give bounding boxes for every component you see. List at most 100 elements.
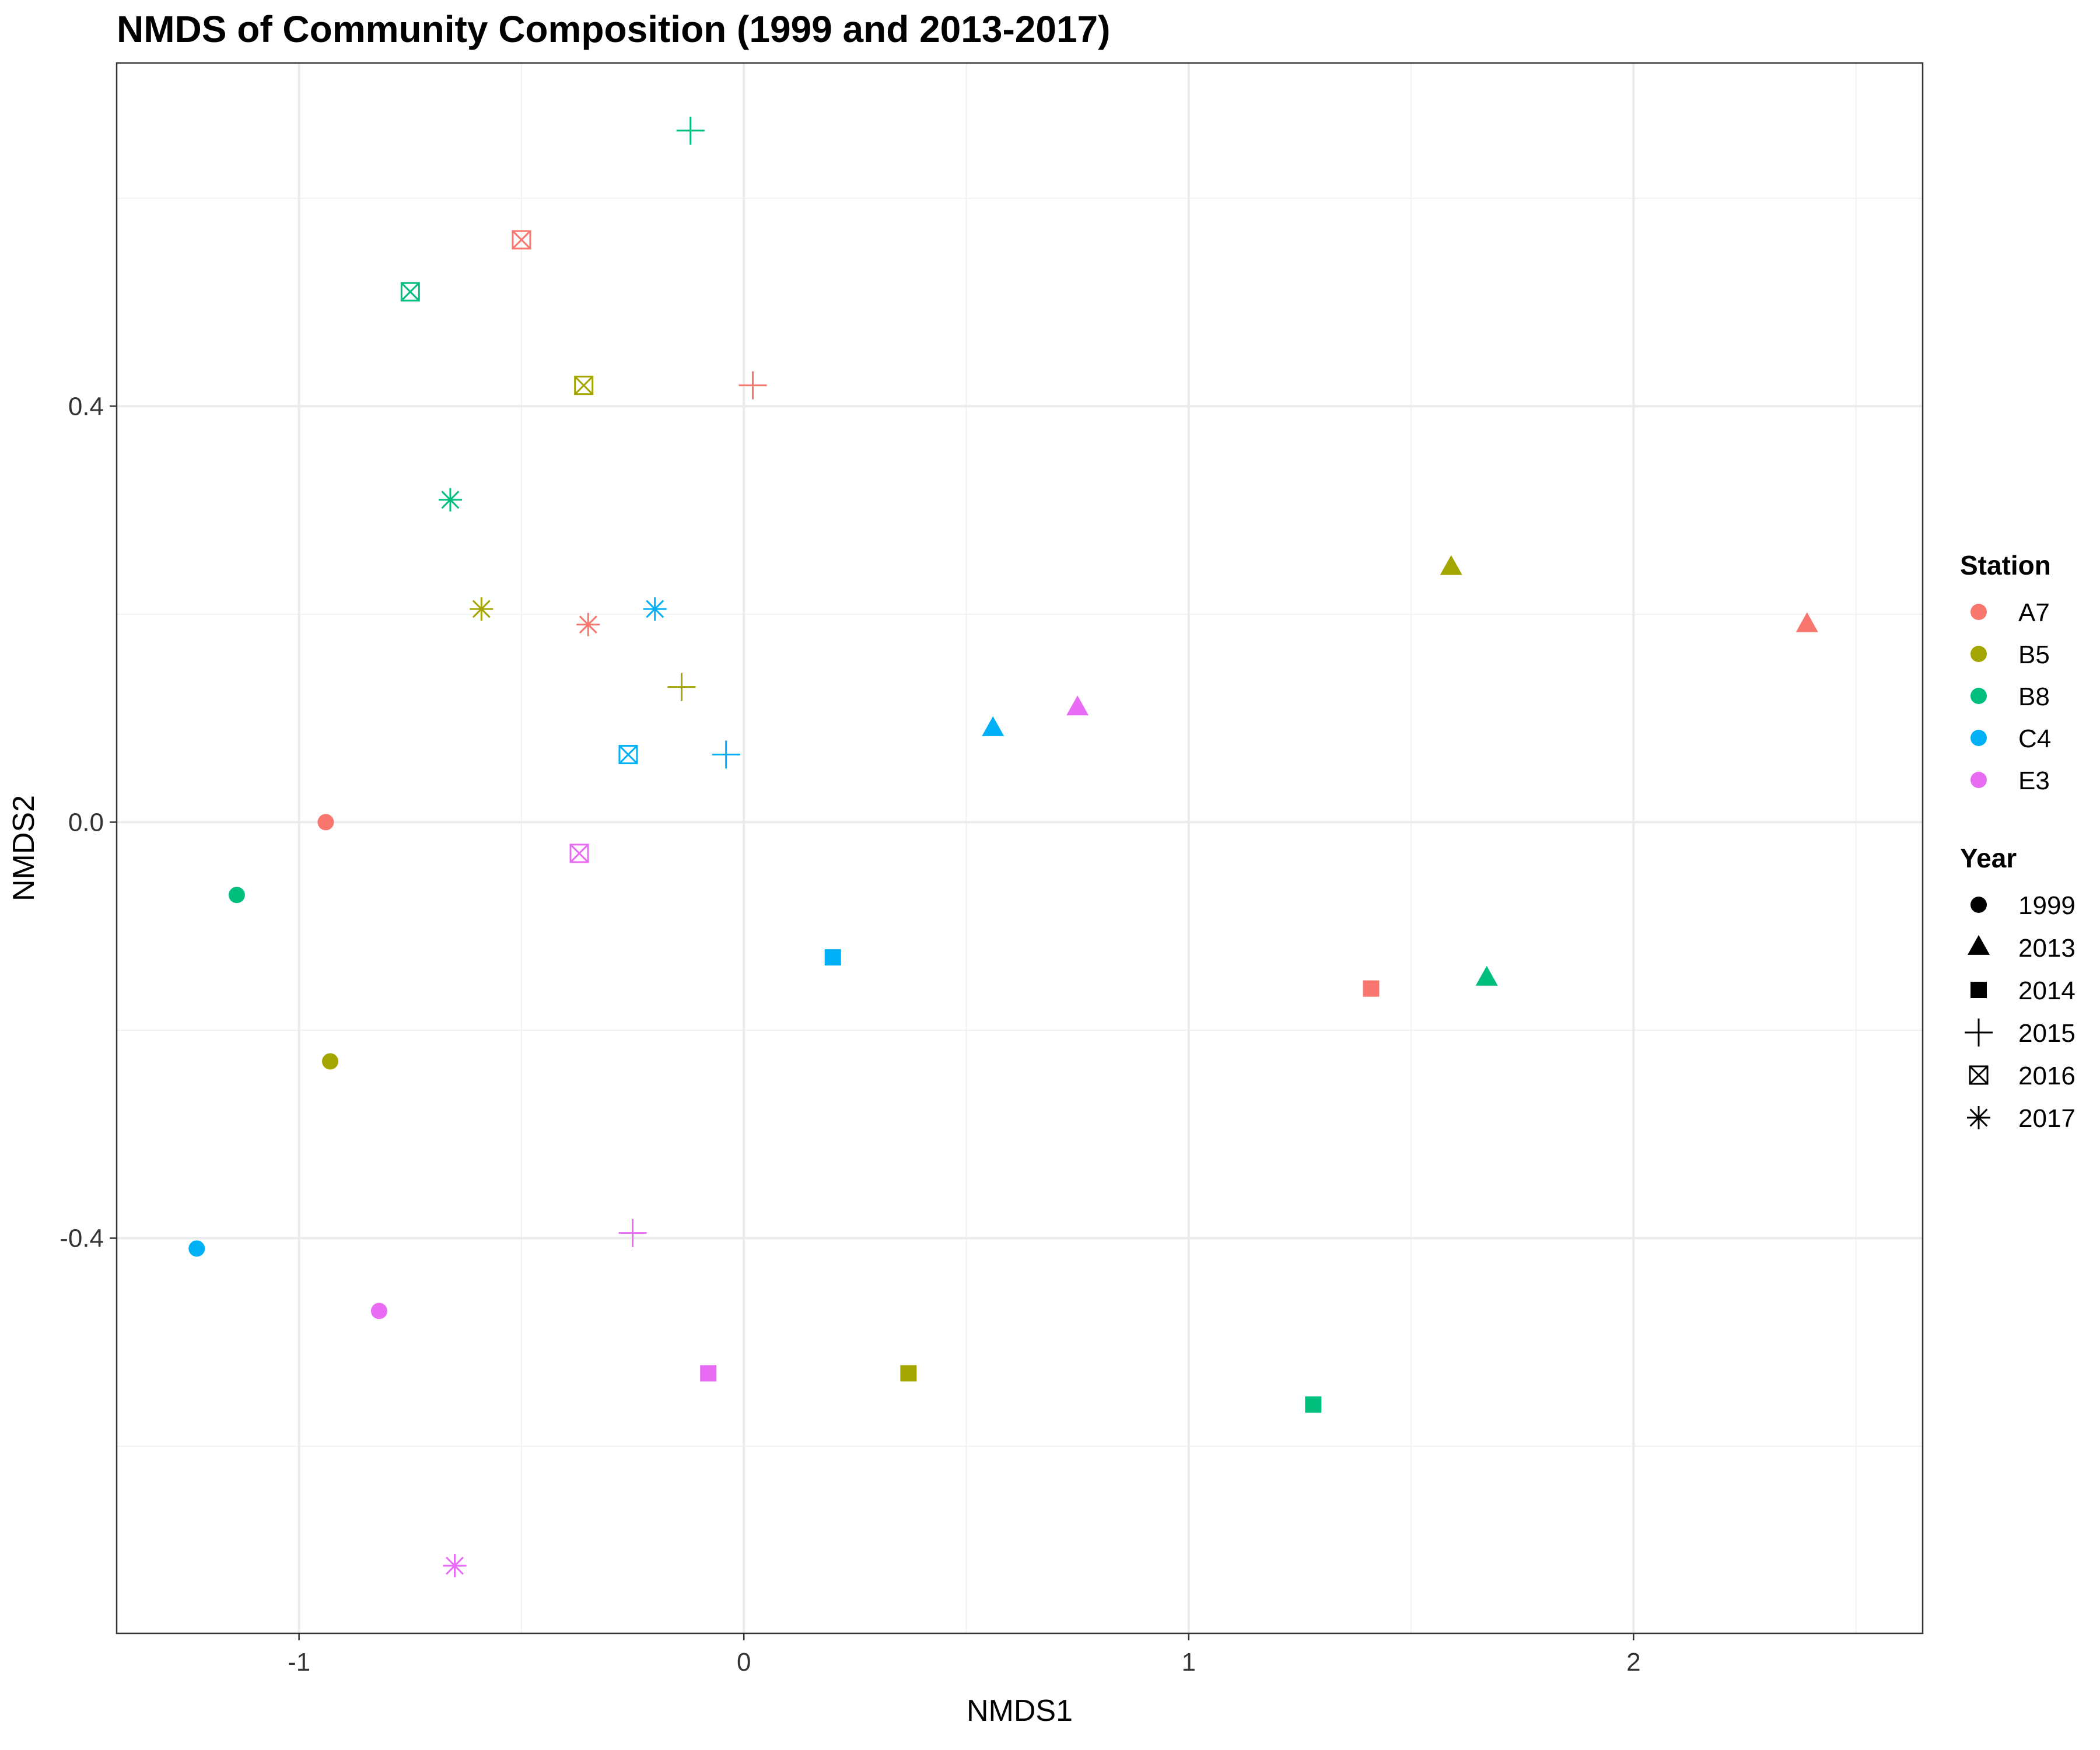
point-a7-2015 [738, 371, 767, 400]
panel-border [116, 62, 1924, 1634]
legend-label-b5: B5 [2018, 640, 2050, 669]
point-e3-2014 [700, 1365, 717, 1382]
marker-box [400, 282, 420, 302]
point-c4-2017 [643, 597, 667, 621]
marker-cross-b [570, 844, 589, 863]
marker-circle [322, 1053, 339, 1070]
legend-key-b5 [1971, 646, 1987, 662]
point-b8-2015 [676, 116, 705, 145]
point-b8-2017 [438, 488, 462, 512]
marker-square [1363, 980, 1380, 997]
marker-box [574, 376, 594, 396]
point-c4-2016 [618, 745, 638, 765]
marker-triangle [1440, 555, 1462, 575]
legend-label-a7: A7 [2018, 598, 2050, 627]
y-tick-label: 0.4 [68, 392, 104, 421]
year-legend-title: Year [1960, 843, 2017, 873]
marker-square [1305, 1396, 1322, 1413]
point-e3-2013 [1066, 695, 1089, 716]
x-tick-label: 0 [737, 1648, 751, 1676]
marker-circle [228, 887, 245, 904]
station-legend-title: Station [1960, 550, 2051, 580]
axis-ticks: -1 0 1 2 -0.4 0.0 0.4 [60, 392, 1640, 1676]
marker-ast-d2 [579, 615, 597, 634]
legend-label-2014: 2014 [2018, 977, 2076, 1005]
legend-label-2016: 2016 [2018, 1062, 2076, 1090]
point-b8-2013 [1475, 965, 1498, 986]
marker-cross-b [574, 376, 593, 395]
x-tick-label: 1 [1182, 1648, 1196, 1676]
marker-circle [1971, 772, 1987, 788]
marker-triangle [982, 716, 1005, 736]
marker-circle [1971, 604, 1987, 620]
marker-ast-d2 [1969, 1108, 1988, 1127]
legend-key-2013 [1968, 935, 1990, 955]
point-e3-2015 [618, 1219, 647, 1247]
point-a7-1999 [317, 814, 334, 831]
marker-square [1971, 982, 1987, 998]
marker-triangle [1066, 695, 1089, 716]
x-axis-title: NMDS1 [967, 1694, 1073, 1728]
marker-triangle [1796, 612, 1818, 632]
marker-square [700, 1365, 717, 1382]
point-b8-1999 [228, 887, 245, 904]
marker-ast-d2 [446, 1556, 464, 1575]
point-a7-2013 [1796, 612, 1818, 632]
legend-label-2017: 2017 [2018, 1104, 2076, 1133]
legend-key-1999 [1971, 897, 1987, 913]
legend-key-e3 [1971, 772, 1987, 788]
marker-cross-b [618, 745, 638, 764]
marker-circle [317, 814, 334, 831]
legend-label-b8: B8 [2018, 682, 2050, 711]
legend-key-a7 [1971, 604, 1987, 620]
marker-circle [370, 1303, 387, 1320]
marker-ast-d2 [441, 491, 460, 509]
marker-circle [188, 1240, 205, 1257]
marker-cross-b [1969, 1065, 1989, 1085]
point-b5-2013 [1440, 555, 1462, 575]
x-tick-label: -1 [288, 1648, 310, 1676]
point-b5-1999 [322, 1053, 339, 1070]
point-b5-2017 [470, 597, 494, 621]
legend-label-2013: 2013 [2018, 934, 2076, 963]
marker-ast-d2 [472, 600, 491, 618]
legend-key-2014 [1971, 982, 1987, 998]
legend-key-b8 [1971, 688, 1987, 704]
marker-ast-d2 [646, 600, 664, 618]
point-b5-2014 [900, 1365, 917, 1382]
marker-box [618, 745, 638, 765]
point-b8-2014 [1305, 1396, 1322, 1413]
legend-key-2015 [1965, 1019, 1993, 1046]
marker-box [569, 844, 589, 863]
legend-label-c4: C4 [2018, 724, 2051, 753]
chart-title: NMDS of Community Composition (1999 and … [117, 8, 1110, 50]
point-c4-2015 [712, 740, 740, 769]
point-c4-2014 [824, 949, 841, 966]
marker-cross-b [512, 230, 531, 250]
point-b5-2016 [574, 376, 594, 396]
point-a7-2016 [512, 230, 531, 250]
data-points [188, 116, 1818, 1578]
marker-square [900, 1365, 917, 1382]
point-a7-2017 [576, 612, 600, 636]
point-c4-1999 [188, 1240, 205, 1257]
marker-circle [1971, 646, 1987, 662]
point-b5-2015 [667, 673, 696, 701]
point-a7-2014 [1363, 980, 1380, 997]
legend-label-e3: E3 [2018, 766, 2050, 795]
marker-square [824, 949, 841, 966]
legend-label-1999: 1999 [2018, 891, 2076, 920]
legend-label-2015: 2015 [2018, 1019, 2076, 1048]
marker-circle [1971, 688, 1987, 704]
marker-circle [1971, 730, 1987, 746]
marker-triangle [1968, 935, 1990, 955]
marker-box [512, 230, 531, 250]
legend-key-2016 [1969, 1065, 1989, 1085]
y-tick-label: -0.4 [60, 1224, 104, 1253]
marker-triangle [1475, 965, 1498, 986]
y-axis-title: NMDS2 [7, 795, 41, 901]
y-tick-label: 0.0 [68, 808, 104, 836]
point-b8-2016 [400, 282, 420, 302]
